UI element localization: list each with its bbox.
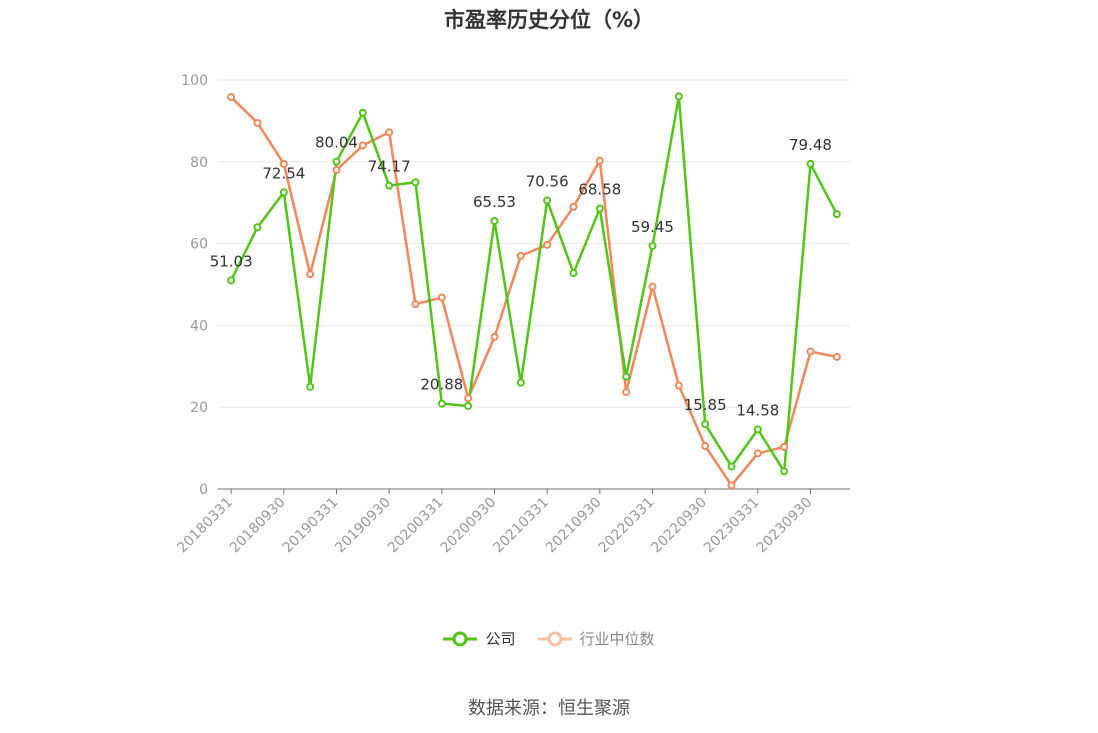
data-label: 65.53 — [473, 193, 516, 211]
data-point-industry-median[interactable] — [622, 388, 631, 397]
data-label: 59.45 — [631, 218, 674, 236]
data-point-industry-median[interactable] — [332, 165, 341, 174]
legend-company-icon — [443, 631, 478, 646]
data-point-industry-median[interactable] — [253, 118, 262, 127]
data-point-company[interactable] — [385, 181, 394, 190]
y-tick-label: 40 — [190, 318, 208, 334]
data-label: 51.03 — [210, 252, 253, 270]
data-point-company[interactable] — [227, 276, 236, 285]
x-tick-label: 20180331 — [174, 495, 236, 557]
data-source: 数据来源：恒生聚源 — [468, 698, 630, 719]
data-point-industry-median[interactable] — [701, 442, 710, 451]
data-point-industry-median[interactable] — [595, 156, 604, 165]
x-tick-label: 20210930 — [543, 495, 605, 557]
data-point-company[interactable] — [674, 92, 683, 101]
legend-item-company[interactable]: 公司 — [443, 628, 516, 649]
data-point-company[interactable] — [648, 241, 657, 250]
data-point-industry-median[interactable] — [464, 394, 473, 403]
data-label: 14.58 — [736, 401, 779, 419]
x-tick-label: 20230930 — [754, 495, 816, 557]
data-point-company[interactable] — [595, 204, 604, 213]
y-tick-label: 80 — [190, 155, 208, 171]
chart-title: 市盈率历史分位（%） — [443, 8, 655, 32]
data-point-company[interactable] — [516, 378, 525, 387]
x-tick-label: 20200331 — [385, 495, 447, 557]
series-line-company — [230, 95, 838, 473]
data-point-industry-median[interactable] — [227, 93, 236, 102]
data-point-company[interactable] — [727, 462, 736, 471]
data-point-industry-median[interactable] — [753, 449, 762, 458]
data-point-industry-median[interactable] — [674, 381, 683, 390]
data-point-company[interactable] — [490, 216, 499, 225]
data-point-company[interactable] — [753, 425, 762, 434]
data-label: 15.85 — [684, 396, 727, 414]
data-point-company[interactable] — [832, 210, 841, 219]
data-point-company[interactable] — [543, 196, 552, 205]
data-point-industry-median[interactable] — [437, 293, 446, 302]
axes: 0 20 40 60 80 100 2018033120180930201903312019… — [174, 73, 850, 556]
legend-label-industry-median: 行业中位数 — [579, 630, 655, 648]
data-point-industry-median[interactable] — [358, 141, 367, 150]
data-point-company[interactable] — [569, 269, 578, 278]
data-point-industry-median[interactable] — [411, 300, 420, 309]
legend-industry-median-icon — [537, 631, 572, 646]
data-label: 80.04 — [315, 134, 358, 152]
data-point-industry-median[interactable] — [780, 442, 789, 451]
data-point-company[interactable] — [306, 382, 315, 391]
data-point-industry-median[interactable] — [832, 352, 841, 361]
series-lines — [230, 95, 838, 487]
data-label: 70.56 — [526, 172, 569, 190]
data-point-industry-median[interactable] — [516, 251, 525, 260]
data-point-company[interactable] — [411, 178, 420, 187]
x-tick-label: 20220930 — [648, 495, 710, 557]
data-point-company[interactable] — [253, 223, 262, 232]
x-tick-label: 20210331 — [490, 495, 552, 557]
y-tick-label: 60 — [190, 237, 208, 253]
y-tick-label: 100 — [181, 73, 208, 89]
data-point-company[interactable] — [358, 108, 367, 117]
data-label: 72.54 — [262, 164, 305, 182]
data-point-company[interactable] — [437, 399, 446, 408]
data-point-company[interactable] — [332, 157, 341, 166]
x-tick-label: 20180930 — [227, 495, 289, 557]
x-tick-label: 20220331 — [596, 495, 658, 557]
data-point-industry-median[interactable] — [490, 332, 499, 341]
data-point-company[interactable] — [780, 467, 789, 476]
legend-label-company: 公司 — [485, 630, 516, 648]
data-label: 79.48 — [789, 136, 832, 154]
data-point-industry-median[interactable] — [569, 202, 578, 211]
data-point-industry-median[interactable] — [727, 481, 736, 490]
y-tick-label: 20 — [190, 400, 208, 416]
x-tick-label: 20190930 — [332, 495, 394, 557]
data-point-industry-median[interactable] — [806, 347, 815, 356]
data-point-company[interactable] — [279, 188, 288, 197]
series-line-industry-median — [230, 96, 838, 487]
data-point-industry-median[interactable] — [385, 128, 394, 137]
x-tick-label: 20230331 — [701, 495, 763, 557]
data-point-company[interactable] — [622, 372, 631, 381]
data-label: 20.88 — [420, 376, 463, 394]
legend: 公司 行业中位数 — [0, 628, 1098, 649]
grid-lines — [218, 79, 850, 408]
data-point-company[interactable] — [464, 401, 473, 410]
data-point-industry-median[interactable] — [543, 240, 552, 249]
data-point-company[interactable] — [701, 420, 710, 429]
data-label: 74.17 — [368, 158, 411, 176]
data-points — [227, 92, 841, 490]
data-labels: 51.03 72.54 80.04 74.17 20.88 65.53 70.56 68.58… — [210, 134, 832, 420]
legend-item-industry-median[interactable]: 行业中位数 — [537, 628, 655, 649]
data-point-company[interactable] — [806, 159, 815, 168]
x-tick-label: 20200930 — [438, 495, 500, 557]
data-point-industry-median[interactable] — [279, 159, 288, 168]
x-tick-label: 20190331 — [280, 495, 342, 557]
data-point-industry-median[interactable] — [306, 270, 315, 279]
data-point-industry-median[interactable] — [648, 282, 657, 291]
data-label: 68.58 — [578, 181, 621, 199]
y-tick-label: 0 — [199, 482, 208, 498]
